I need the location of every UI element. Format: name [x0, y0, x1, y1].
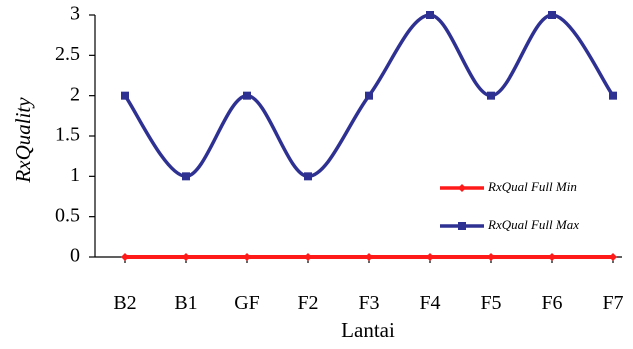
y-tick-label: 3	[70, 3, 80, 25]
data-point-rxqual-full-min	[609, 253, 617, 261]
legend-marker	[458, 222, 466, 230]
y-tick-label: 0	[70, 245, 80, 267]
data-point-rxqual-full-max	[121, 91, 129, 100]
legend-item: RxQual Full Max	[440, 217, 579, 232]
y-axis-title: RxQuality	[11, 97, 35, 184]
legend-label: RxQual Full Max	[487, 217, 579, 232]
x-tick-label: F6	[541, 292, 562, 314]
x-tick-label: F7	[602, 292, 623, 314]
data-point-rxqual-full-min	[487, 253, 495, 261]
data-point-rxqual-full-max	[609, 91, 617, 100]
legend: RxQual Full Min RxQual Full Max	[440, 179, 579, 232]
y-ticks: 0 0.5 1 1.5 2 2.5 3	[55, 3, 95, 267]
data-point-rxqual-full-max	[304, 172, 312, 181]
legend-marker	[458, 184, 466, 192]
x-tick-label: F2	[297, 292, 318, 314]
x-tick-label: F4	[419, 292, 440, 314]
data-point-rxqual-full-min	[548, 253, 556, 261]
data-point-rxqual-full-max	[243, 91, 251, 100]
x-tick-label: B2	[113, 292, 136, 314]
legend-label: RxQual Full Min	[487, 179, 577, 194]
x-tick-label: F3	[358, 292, 379, 314]
legend-item: RxQual Full Min	[440, 179, 577, 194]
x-tick-label: F5	[480, 292, 501, 314]
data-point-rxqual-full-min	[304, 253, 312, 261]
data-point-rxqual-full-min	[121, 253, 129, 261]
x-tick-label: GF	[234, 292, 260, 314]
data-point-rxqual-full-max	[548, 11, 556, 19]
y-tick-label: 2.5	[55, 43, 80, 65]
x-axis-title: Lantai	[341, 318, 395, 342]
data-point-rxqual-full-min	[426, 253, 434, 261]
y-tick-label: 1	[70, 164, 80, 186]
series-lines	[121, 11, 617, 261]
data-point-rxqual-full-min	[365, 253, 373, 261]
data-point-rxqual-full-max	[487, 91, 495, 100]
x-tick-label: B1	[174, 292, 197, 314]
series-rxqual-full-max	[121, 11, 617, 181]
data-point-rxqual-full-max	[182, 172, 190, 181]
data-point-rxqual-full-max	[426, 11, 434, 19]
y-tick-label: 0.5	[55, 204, 80, 226]
data-point-rxqual-full-min	[243, 253, 251, 261]
y-tick-label: 1.5	[55, 124, 80, 146]
y-tick-label: 2	[70, 83, 80, 105]
series-rxqual-full-min	[121, 253, 617, 261]
data-point-rxqual-full-min	[182, 253, 190, 261]
x-ticks: B2 B1 GF F2 F3 F4 F5 F6 F7	[113, 257, 624, 314]
data-point-rxqual-full-max	[365, 91, 373, 100]
